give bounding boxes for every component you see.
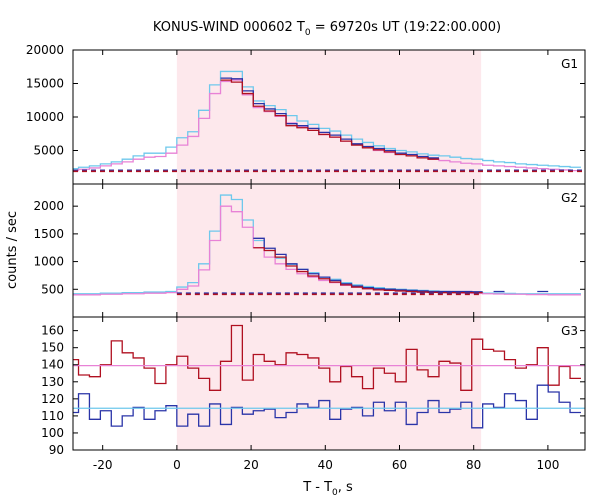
y-tick-label: 2000 [33, 199, 64, 213]
y-tick-label: 15000 [26, 77, 64, 91]
series-line-1 [73, 70, 581, 170]
highlight-interval-band [176, 317, 482, 450]
y-tick-label: 130 [41, 375, 64, 389]
highlight-interval-band [176, 184, 482, 317]
panel-g2: 500 1000 1500 2000 G2 [33, 183, 586, 318]
y-tick-label: 1500 [33, 227, 64, 241]
y-tick-label: 120 [41, 392, 64, 406]
panel-label: G2 [561, 191, 578, 205]
panel-g1: 5000 10000 15000 20000 G1 [26, 43, 586, 185]
chart-title: KONUS-WIND 000602 T0 = 69720s UT (19:22:… [153, 20, 501, 38]
y-tick-label: 110 [41, 409, 64, 423]
x-tick-label: 20 [243, 458, 258, 472]
panel-g3: 90 100 110 120 130 140 150 160 -20 0 20 40 60 80 100 G3 [41, 316, 586, 472]
panel-frame [72, 316, 586, 451]
y-tick-label: 100 [41, 426, 64, 440]
x-tick-label: 40 [318, 458, 333, 472]
x-tick-label: 80 [466, 458, 481, 472]
y-tick-label: 90 [49, 443, 64, 457]
y-tick-label: 160 [41, 324, 64, 338]
x-tick-label: 60 [392, 458, 407, 472]
series-line-4 [220, 79, 439, 160]
series-line-4 [253, 247, 483, 294]
panel-label: G3 [561, 324, 578, 338]
series-group [73, 70, 585, 173]
series-line-2 [73, 384, 581, 429]
x-tick-label: -20 [93, 458, 113, 472]
panels: 5000100001500020000G1500100015002000G290… [26, 43, 586, 472]
highlight-interval-band [176, 50, 482, 184]
y-tick-label: 140 [41, 358, 64, 372]
y-tick-label: 1000 [33, 255, 64, 269]
panel-label: G1 [561, 57, 578, 71]
x-axis-label: T - T0, s [302, 480, 353, 498]
y-tick-label: 20000 [26, 43, 64, 57]
y-tick-label: 10000 [26, 110, 64, 124]
x-tick-label: 100 [536, 458, 559, 472]
y-tick-label: 500 [41, 282, 64, 296]
y-tick-label: 5000 [33, 144, 64, 158]
x-tick-label: 0 [173, 458, 181, 472]
series-line-1 [73, 324, 581, 391]
y-axis-label: counts / sec [5, 211, 20, 289]
series-group [73, 194, 581, 296]
series-line-3 [220, 77, 439, 159]
series-group [73, 324, 585, 429]
y-tick-label: 150 [41, 341, 64, 355]
series-line-3 [253, 237, 549, 293]
